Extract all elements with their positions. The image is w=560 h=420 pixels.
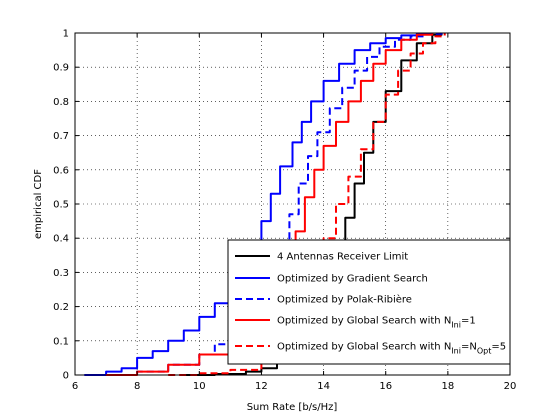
y-tick-label: 0.8 — [53, 97, 69, 108]
y-tick-label: 0.2 — [53, 302, 69, 313]
legend-label-5-mid: =N — [461, 342, 477, 353]
series-line-2 — [84, 32, 434, 376]
x-tick-label: 16 — [379, 381, 392, 392]
y-tick-label: 0.6 — [53, 165, 69, 176]
legend-label-4-main: Optimized by Global Search with N — [277, 316, 451, 327]
x-tick-label: 12 — [255, 381, 268, 392]
y-tick-label: 0.3 — [53, 268, 69, 279]
x-tick-label: 20 — [504, 381, 517, 392]
legend-label-1-main: 4 Antennas Receiver Limit — [277, 252, 408, 263]
legend-label-3-main: Optimized by Polak-Ribière — [277, 294, 412, 306]
legend-label-5-tail: =5 — [491, 342, 506, 353]
x-tick-label: 8 — [134, 381, 140, 392]
y-tick-label: 0.5 — [53, 200, 69, 211]
y-tick-label: 0.7 — [53, 131, 69, 142]
y-tick-label: 0.1 — [53, 336, 69, 347]
legend-label-5-sub: Ini — [451, 347, 461, 356]
y-tick-label: 0.4 — [53, 234, 69, 245]
legend-label-4: Optimized by Global Search with NIni=1 — [277, 316, 476, 330]
y-tick-label: 1 — [63, 29, 69, 40]
legend: 4 Antennas Receiver Limit Optimized by Gr… — [227, 239, 511, 365]
legend-label-4-mid: =1 — [461, 316, 476, 327]
x-tick-label: 6 — [72, 381, 78, 392]
series-line-5 — [168, 33, 446, 376]
legend-label-3: Optimized by Polak-Ribière — [277, 294, 412, 306]
legend-box — [227, 239, 511, 365]
legend-label-2-main: Optimized by Gradient Search — [277, 274, 428, 285]
legend-label-2: Optimized by Gradient Search — [277, 274, 428, 285]
x-tick-label: 10 — [193, 381, 206, 392]
legend-label-4-sub: Ini — [451, 321, 461, 330]
legend-label-5-main: Optimized by Global Search with N — [277, 342, 451, 353]
series-line-3 — [106, 32, 443, 376]
y-tick-label: 0.9 — [53, 63, 69, 74]
legend-label-5-sub2: Opt — [477, 347, 492, 356]
axis-ticks: 6 8 10 12 14 16 18 20 0 0.1 0.2 0.3 0.4 0.5 0.6 0.7 0.8 0… — [53, 29, 516, 393]
x-tick-label: 14 — [317, 381, 330, 392]
legend-label-1: 4 Antennas Receiver Limit — [277, 252, 408, 263]
y-axis-label: empirical CDF — [33, 169, 44, 239]
x-axis-label: Sum Rate [b/s/Hz] — [247, 402, 338, 413]
x-tick-label: 18 — [441, 381, 454, 392]
legend-label-5: Optimized by Global Search with NIni=NOp… — [277, 342, 506, 356]
series-line-4 — [106, 33, 434, 376]
y-tick-label: 0 — [63, 371, 69, 382]
